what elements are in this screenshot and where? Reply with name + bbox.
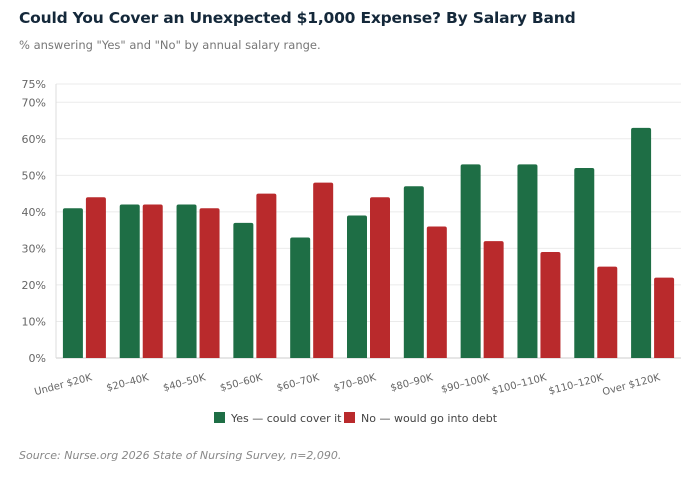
x-tick-label: Over $120K [601, 372, 661, 398]
bar-no [142, 204, 163, 358]
bar-yes [460, 164, 481, 358]
y-tick-label: 40% [22, 206, 46, 219]
bar-no [313, 182, 334, 358]
y-tick-label: 70% [22, 96, 46, 109]
x-tick-label: $100–110K [491, 372, 548, 397]
bar-yes [631, 127, 652, 358]
bar-no [654, 277, 675, 358]
bar-no [256, 193, 277, 358]
legend-label-yes: Yes — could cover it [230, 412, 342, 425]
y-tick-label: 20% [22, 279, 46, 292]
bar-yes [347, 215, 367, 358]
bar-no [540, 252, 561, 358]
x-tick-label: $60–70K [276, 372, 321, 394]
bar-yes [290, 237, 311, 358]
bar-no [85, 197, 106, 358]
bar-no [426, 226, 447, 358]
x-tick-label: $20–40K [105, 372, 150, 394]
chart-title: Could You Cover an Unexpected $1,000 Exp… [19, 9, 576, 27]
y-tick-label: 0% [29, 352, 46, 365]
bar-no [483, 241, 504, 358]
bar-no [370, 197, 390, 358]
bar-yes [233, 222, 254, 358]
legend-label-no: No — would go into debt [361, 412, 498, 425]
x-tick-label: $40–50K [162, 372, 207, 394]
bar-yes [517, 164, 538, 358]
bar-yes [62, 208, 83, 358]
x-tick-label: $50–60K [219, 372, 264, 394]
y-tick-label: 10% [22, 315, 46, 328]
x-tick-label: $80–90K [389, 372, 434, 394]
bar-no [597, 266, 618, 358]
bar-yes [119, 204, 140, 358]
y-tick-label: 50% [22, 169, 46, 182]
x-tick-label: $110–120K [548, 372, 605, 397]
bar-no [199, 208, 220, 358]
y-tick-label: 75% [22, 78, 46, 91]
legend-swatch-no [344, 412, 355, 423]
legend-swatch-yes [214, 412, 225, 423]
x-tick-label: $70–80K [333, 372, 378, 394]
y-tick-label: 60% [22, 133, 46, 146]
y-tick-label: 30% [22, 242, 46, 255]
chart-subtitle: % answering "Yes" and "No" by annual sal… [19, 38, 321, 52]
bar-yes [403, 186, 424, 358]
x-tick-label: $90–100K [440, 372, 491, 396]
bar-yes [176, 204, 197, 358]
bar-yes [574, 168, 595, 358]
chart-source: Source: Nurse.org 2026 State of Nursing … [19, 449, 342, 462]
x-tick-label: Under $20K [33, 372, 93, 398]
